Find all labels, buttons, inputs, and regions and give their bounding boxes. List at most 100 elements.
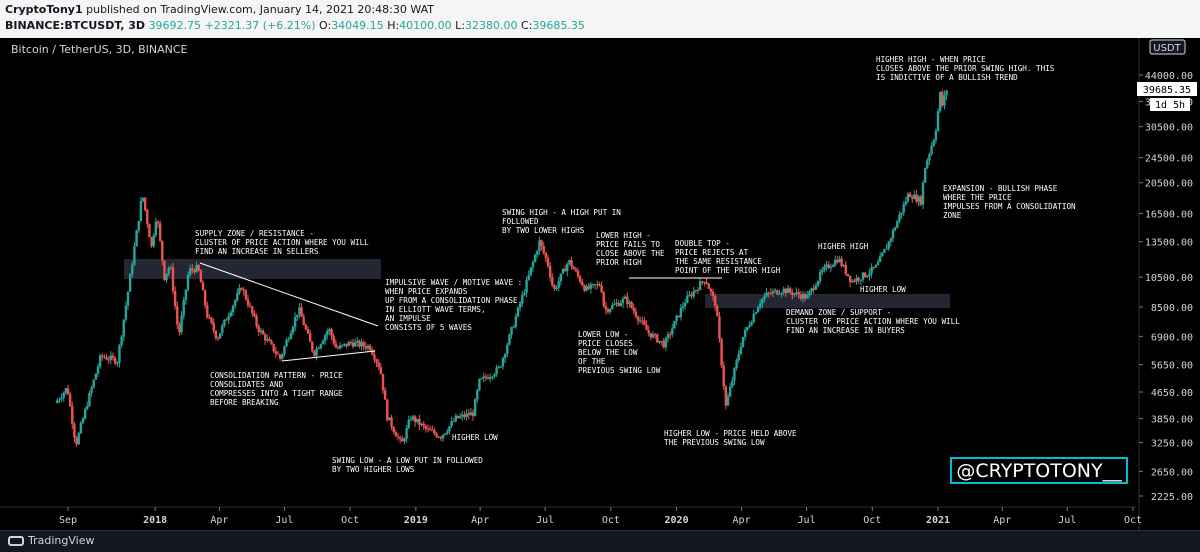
chart-area[interactable]: 2225.00 2650.00 3250.00 3850.00 4650.00 5650.…: [0, 38, 1200, 530]
candle-body: [356, 340, 359, 343]
candle-body: [893, 227, 897, 231]
annotation-line: THE SAME RESISTANCE: [675, 257, 762, 266]
candle-body: [257, 325, 260, 332]
candle-body: [696, 289, 700, 291]
candle-body: [246, 299, 250, 306]
annotation-higherhigh1: HIGHER HIGH: [818, 242, 869, 251]
time-tick-label: Oct: [1124, 515, 1142, 526]
annotations: SUPPLY ZONE / RESISTANCE -CLUSTER OF PRI…: [195, 55, 1076, 474]
candle-body: [71, 406, 74, 425]
candle-body: [606, 309, 610, 312]
annotation-line: THE PREVIOUS SWING LOW: [664, 438, 765, 447]
candle-body: [626, 296, 629, 304]
candle-body: [73, 424, 76, 438]
candle-body: [921, 182, 925, 205]
price-tick-label: 13500.00: [1145, 238, 1193, 249]
candle-body: [214, 330, 218, 339]
candle-body: [546, 258, 550, 266]
candle-body: [317, 348, 320, 350]
candle-body: [621, 298, 625, 304]
candle-body: [225, 319, 228, 321]
candle-body: [716, 306, 719, 317]
candle-body: [86, 406, 89, 409]
candle-body: [448, 426, 451, 432]
publisher-name[interactable]: CryptoTony1: [5, 3, 83, 16]
candle-body: [441, 434, 445, 439]
candle-body: [570, 260, 573, 267]
candle-body: [613, 303, 616, 305]
last-price: 39692.75: [148, 19, 202, 32]
candle-body: [943, 95, 946, 106]
candle-body: [557, 281, 560, 288]
candle-body: [493, 374, 496, 377]
candle-body: [876, 261, 880, 266]
candle-body: [424, 425, 428, 429]
annotation-higherhigh2: HIGHER HIGH - WHEN PRICE CLOSES ABOVE THE…: [876, 55, 1055, 82]
candle-body: [139, 200, 143, 221]
candle-body: [373, 354, 376, 360]
time-tick-label: Apr: [733, 515, 751, 526]
annotation-doubletop: DOUBLE TOP -PRICE REJECTS AT THE SAME RES…: [675, 239, 781, 275]
candle-body: [572, 266, 575, 270]
candle-body: [651, 334, 655, 338]
candle-body: [945, 90, 948, 96]
candle-body: [107, 359, 110, 361]
candle-body: [653, 334, 657, 336]
candle-body: [176, 306, 179, 325]
candle-body: [186, 274, 190, 290]
candle-body: [180, 315, 183, 333]
candle-body: [272, 343, 275, 352]
annotation-line: CLOSE ABOVE THE: [596, 249, 665, 258]
currency-button[interactable]: USDT: [1149, 39, 1186, 55]
candle-body: [938, 91, 942, 112]
candle-body: [746, 327, 749, 331]
candle-body: [559, 273, 563, 282]
candle-body: [701, 281, 704, 283]
price-chart[interactable]: 2225.00 2650.00 3250.00 3850.00 4650.00 5650.…: [0, 38, 1200, 530]
currency-label: USDT: [1153, 43, 1181, 54]
candle-body: [229, 312, 233, 317]
candle-body: [623, 296, 627, 299]
candle-body: [836, 259, 839, 263]
candle-body: [178, 324, 181, 333]
candle-body: [911, 197, 914, 200]
tradingview-logo[interactable]: TradingView: [8, 534, 94, 547]
candle-body: [169, 267, 173, 269]
annotation-line: PRICE REJECTS AT: [675, 248, 749, 257]
candle-body: [767, 292, 770, 294]
candle-body: [392, 427, 395, 433]
candle-body: [866, 275, 869, 278]
demand-zone: [705, 294, 950, 308]
candle-body: [371, 349, 374, 355]
annotation-line: PREVIOUS SWING LOW: [578, 366, 661, 375]
candle-body: [416, 418, 419, 423]
candle-body: [593, 284, 597, 286]
candle-body: [675, 315, 678, 321]
candle-body: [531, 261, 535, 268]
candle-body: [298, 307, 301, 315]
candle-body: [345, 343, 348, 347]
candle-body: [662, 341, 665, 348]
candle-body: [321, 340, 325, 345]
candle-body: [818, 271, 822, 282]
candle-body: [332, 336, 335, 344]
candle-body: [516, 307, 520, 317]
candle-body: [634, 311, 638, 317]
candle-body: [568, 260, 571, 264]
annotation-line: WHEN PRICE EXPANDS: [385, 287, 468, 296]
time-axis[interactable]: Sep 2018 Apr Jul Oct 2019 Apr Jul Oct 2020 Apr Jul O…: [0, 506, 1142, 526]
candle-body: [521, 294, 524, 304]
candle-body: [506, 344, 509, 354]
candle-body: [163, 260, 166, 281]
price-tick-label: 10500.00: [1145, 273, 1193, 284]
candle-body: [60, 397, 63, 400]
candle-body: [658, 340, 661, 343]
annotation-line: FOLLOWED: [502, 217, 539, 226]
candle-body: [103, 356, 106, 358]
candles: [56, 89, 948, 448]
candle-body: [478, 378, 481, 391]
price-axis[interactable]: 2225.00 2650.00 3250.00 3850.00 4650.00 5650.…: [1138, 38, 1193, 530]
symbol-line: BINANCE:BTCUSDT, 3D 39692.75 +2321.37 (+…: [5, 19, 585, 32]
candle-body: [803, 293, 807, 299]
close-value: 39685.35: [532, 19, 585, 32]
